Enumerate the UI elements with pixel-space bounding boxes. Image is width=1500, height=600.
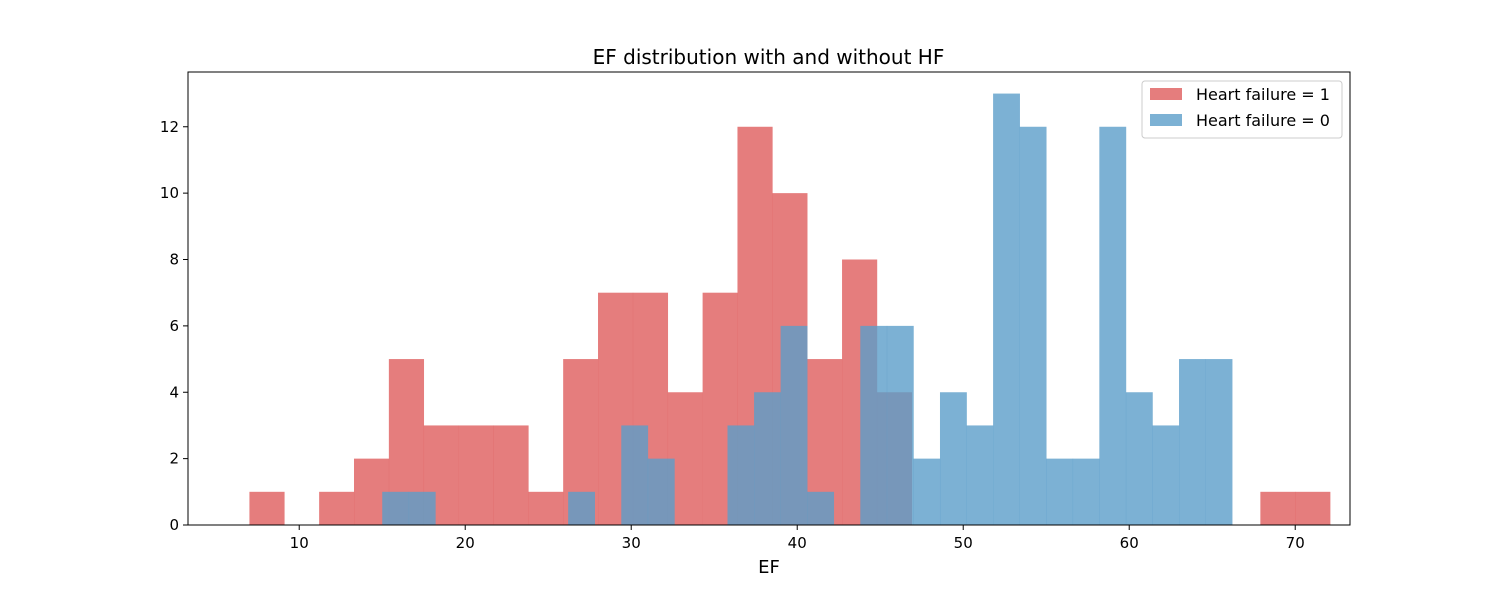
legend-swatch-series-1 bbox=[1150, 88, 1182, 100]
bars-layer bbox=[249, 93, 1331, 526]
legend-label-series-1: Heart failure = 1 bbox=[1196, 85, 1330, 104]
legend-swatch-series-2 bbox=[1150, 114, 1182, 126]
y-tick-label: 10 bbox=[160, 184, 179, 202]
bar-series-2-bin-14 bbox=[754, 392, 781, 525]
x-tick-label: 70 bbox=[1286, 534, 1305, 552]
bar-series-2-bin-16 bbox=[807, 491, 835, 525]
bar-series-2-bin-1 bbox=[408, 491, 436, 525]
bar-series-2-bin-13 bbox=[727, 425, 755, 525]
x-axis: 10 20 30 40 50 60 70 bbox=[290, 525, 1305, 552]
y-tick-label: 6 bbox=[169, 317, 179, 335]
legend-box bbox=[1141, 80, 1343, 139]
bar-series-1-bin-30 bbox=[1295, 491, 1331, 525]
y-tick-label: 8 bbox=[169, 251, 179, 269]
x-tick-label: 40 bbox=[788, 534, 807, 552]
x-tick-label: 20 bbox=[456, 534, 475, 552]
y-tick-label: 4 bbox=[169, 383, 179, 401]
bar-series-1-bin-2 bbox=[319, 491, 355, 525]
bar-series-2-bin-9 bbox=[621, 425, 649, 525]
bar-series-1-bin-8 bbox=[528, 491, 564, 525]
bar-series-2-bin-26 bbox=[1072, 458, 1100, 525]
bar-series-1-bin-0 bbox=[249, 491, 285, 525]
x-tick-label: 50 bbox=[954, 534, 973, 552]
bar-series-1-bin-6 bbox=[458, 425, 494, 525]
bar-series-1-bin-29 bbox=[1260, 491, 1296, 525]
bar-series-2-bin-21 bbox=[939, 392, 967, 525]
bar-series-2-bin-22 bbox=[966, 425, 994, 525]
chart-title: EF distribution with and without HF bbox=[593, 45, 945, 69]
bar-series-2-bin-28 bbox=[1125, 392, 1153, 525]
bar-series-2-bin-20 bbox=[913, 458, 941, 525]
bar-series-2-bin-18 bbox=[860, 325, 888, 525]
y-tick-label: 0 bbox=[169, 516, 179, 534]
bar-series-2-bin-25 bbox=[1046, 458, 1074, 525]
bar-series-2-bin-27 bbox=[1099, 126, 1127, 525]
bar-series-2-bin-19 bbox=[886, 325, 914, 525]
plot-frame bbox=[187, 71, 1351, 526]
x-tick-label: 10 bbox=[290, 534, 309, 552]
legend: Heart failure = 1 Heart failure = 0 bbox=[1141, 80, 1343, 139]
bar-series-2-bin-23 bbox=[993, 93, 1020, 526]
x-tick-label: 30 bbox=[622, 534, 641, 552]
bar-series-2-bin-15 bbox=[780, 325, 808, 525]
bar-series-1-bin-7 bbox=[493, 425, 529, 525]
bar-series-2-bin-29 bbox=[1152, 425, 1180, 525]
bar-series-2-bin-10 bbox=[647, 458, 675, 525]
bar-series-2-bin-0 bbox=[382, 491, 410, 525]
x-axis-label: EF bbox=[758, 557, 780, 578]
y-axis: 0 2 4 6 8 10 12 bbox=[160, 118, 188, 534]
bar-series-2-bin-31 bbox=[1205, 359, 1233, 525]
bar-series-2-bin-30 bbox=[1179, 359, 1206, 525]
y-tick-label: 12 bbox=[160, 118, 179, 136]
x-tick-label: 60 bbox=[1120, 534, 1139, 552]
bar-series-2-bin-7 bbox=[568, 491, 595, 525]
bar-series-2-bin-24 bbox=[1019, 126, 1047, 525]
legend-label-series-2: Heart failure = 0 bbox=[1196, 111, 1330, 130]
y-tick-label: 2 bbox=[169, 450, 179, 468]
